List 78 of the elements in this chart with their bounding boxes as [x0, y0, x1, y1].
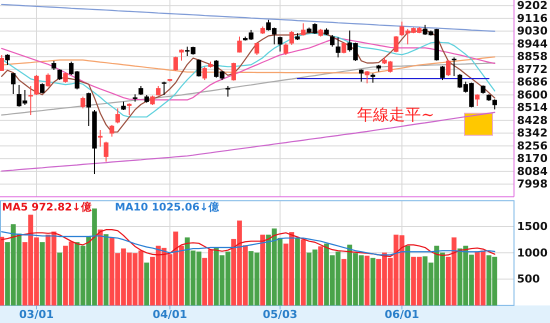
bar	[318, 246, 324, 306]
candlestick	[278, 36, 282, 52]
bar	[295, 238, 300, 306]
y-tick-label: 8514	[517, 101, 548, 114]
y-tick-label: 8342	[517, 126, 548, 140]
y-tick-label: 9116	[517, 12, 548, 25]
y-tick-label: 7998	[517, 178, 548, 191]
y-tick-label: 8428	[517, 114, 548, 127]
candlestick	[86, 92, 91, 126]
candlestick	[358, 68, 364, 82]
candlestick	[0, 54, 4, 72]
y-tick-label: 1500	[517, 220, 548, 233]
bar	[370, 258, 376, 306]
candlestick	[284, 42, 288, 56]
y-tick-label: 1000	[517, 246, 548, 260]
candlestick	[104, 141, 108, 162]
bar	[98, 229, 103, 306]
candlestick	[202, 66, 207, 81]
candlestick	[330, 34, 335, 48]
bar	[57, 252, 62, 306]
candlestick	[370, 72, 376, 84]
candlestick	[138, 85, 144, 96]
candlestick	[46, 72, 50, 88]
bar	[300, 239, 306, 306]
y-tick-label: 8858	[517, 50, 548, 64]
x-tick-label: 06/01	[384, 308, 420, 321]
candlestick	[452, 56, 456, 77]
candlestick	[173, 56, 178, 72]
bar	[0, 236, 4, 306]
candlestick	[34, 74, 39, 96]
candlestick	[150, 95, 155, 106]
bar	[40, 242, 45, 306]
x-tick-label: 05/03	[262, 308, 298, 321]
annotation: 年線走平~	[357, 105, 434, 124]
line-series	[1, 29, 496, 133]
y-tick-label: 8170	[517, 152, 548, 166]
y-tick-label: 8256	[517, 139, 548, 152]
candlestick	[446, 60, 451, 77]
x-tick-label: 04/01	[152, 308, 188, 321]
candlestick	[289, 30, 294, 46]
y-tick-label: 9202	[517, 0, 548, 12]
candlestick	[98, 129, 103, 148]
candlestick	[336, 36, 340, 58]
candlestick	[110, 124, 114, 138]
candlestick	[342, 42, 346, 54]
candlestick	[10, 72, 16, 94]
series-label: MA5 972.82↓億	[2, 200, 93, 214]
bar	[144, 262, 150, 306]
candlestick	[115, 108, 120, 124]
candlestick	[231, 62, 236, 82]
y-tick-label: 8084	[517, 164, 548, 178]
candlestick	[162, 81, 166, 96]
bar	[405, 246, 410, 306]
bar	[364, 256, 370, 306]
candlestick	[28, 85, 33, 116]
bar	[104, 234, 109, 306]
bar	[341, 258, 346, 306]
candlestick	[237, 36, 242, 54]
y-tick-label: 8772	[517, 62, 548, 76]
y-tick-label: 8600	[517, 88, 548, 102]
candlestick	[364, 70, 370, 84]
candlestick	[80, 96, 86, 109]
x-tick-label: 03/01	[19, 308, 54, 321]
candlestick	[300, 22, 306, 36]
text: MA10 1025.06↓億	[114, 200, 220, 214]
line-series	[1, 37, 496, 101]
candlestick	[52, 60, 56, 70]
bar	[260, 234, 266, 306]
y-tick-label: 9030	[517, 24, 548, 38]
candlestick	[394, 36, 398, 53]
y-tick-label: 8944	[517, 37, 548, 50]
candlestick	[40, 82, 45, 94]
candlestick	[226, 85, 230, 98]
candlestick	[63, 72, 68, 84]
candlestick	[254, 42, 260, 56]
candlestick	[440, 65, 445, 81]
y-tick-label: 8686	[517, 76, 548, 89]
y-tick-label: 500	[517, 272, 540, 286]
